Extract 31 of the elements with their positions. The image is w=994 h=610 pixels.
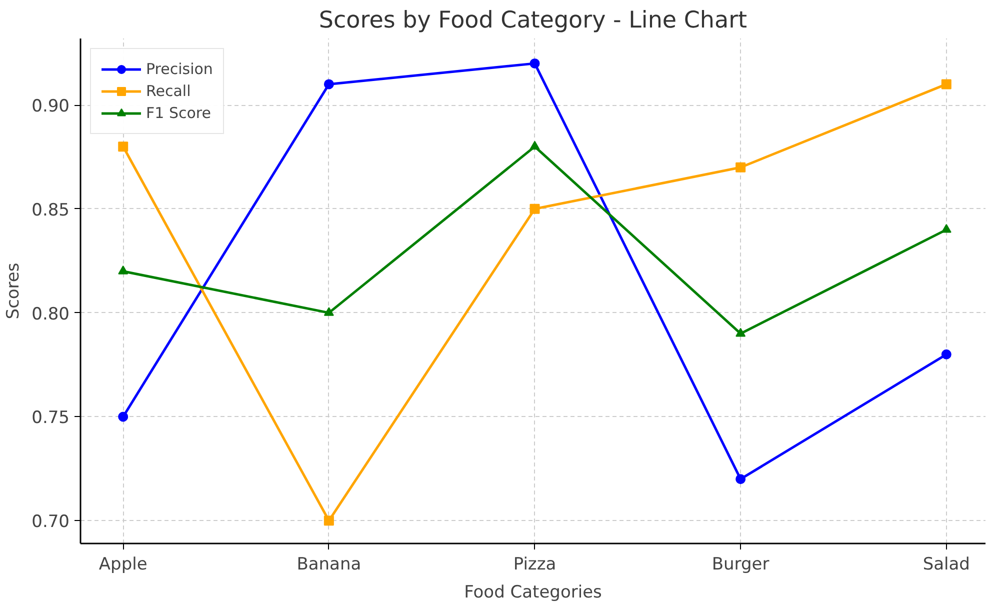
legend-label: Recall xyxy=(146,82,191,100)
point xyxy=(118,266,128,274)
point xyxy=(324,307,334,316)
point xyxy=(324,516,334,526)
x-axis-title: Food Categories xyxy=(464,582,602,602)
point xyxy=(736,162,746,172)
x-tick-label: Apple xyxy=(98,554,148,574)
x-tick-label: Salad xyxy=(922,554,970,574)
point xyxy=(941,349,952,360)
x-tick-label: Burger xyxy=(712,554,770,574)
x-tick-label: Pizza xyxy=(513,554,556,574)
point xyxy=(530,204,540,214)
y-tick-label: 0.75 xyxy=(32,408,70,428)
chart-title: Scores by Food Category - Line Chart xyxy=(318,8,748,34)
point xyxy=(324,79,334,90)
point xyxy=(530,140,540,150)
point xyxy=(736,474,746,484)
y-tick-label: 0.90 xyxy=(32,96,70,116)
point xyxy=(736,328,746,337)
y-tick-label: 0.85 xyxy=(32,200,70,220)
y-tick-label: 0.70 xyxy=(32,512,70,532)
y-tick-label: 0.80 xyxy=(32,304,70,324)
x-tick-label: Banana xyxy=(296,554,362,574)
point xyxy=(118,142,128,152)
legend-label: F1 Score xyxy=(146,104,211,122)
point xyxy=(530,58,540,68)
legend-label: Precision xyxy=(146,60,213,78)
y-axis-title: Scores xyxy=(4,262,24,320)
point xyxy=(941,79,952,90)
point xyxy=(118,412,128,422)
point xyxy=(941,224,952,233)
